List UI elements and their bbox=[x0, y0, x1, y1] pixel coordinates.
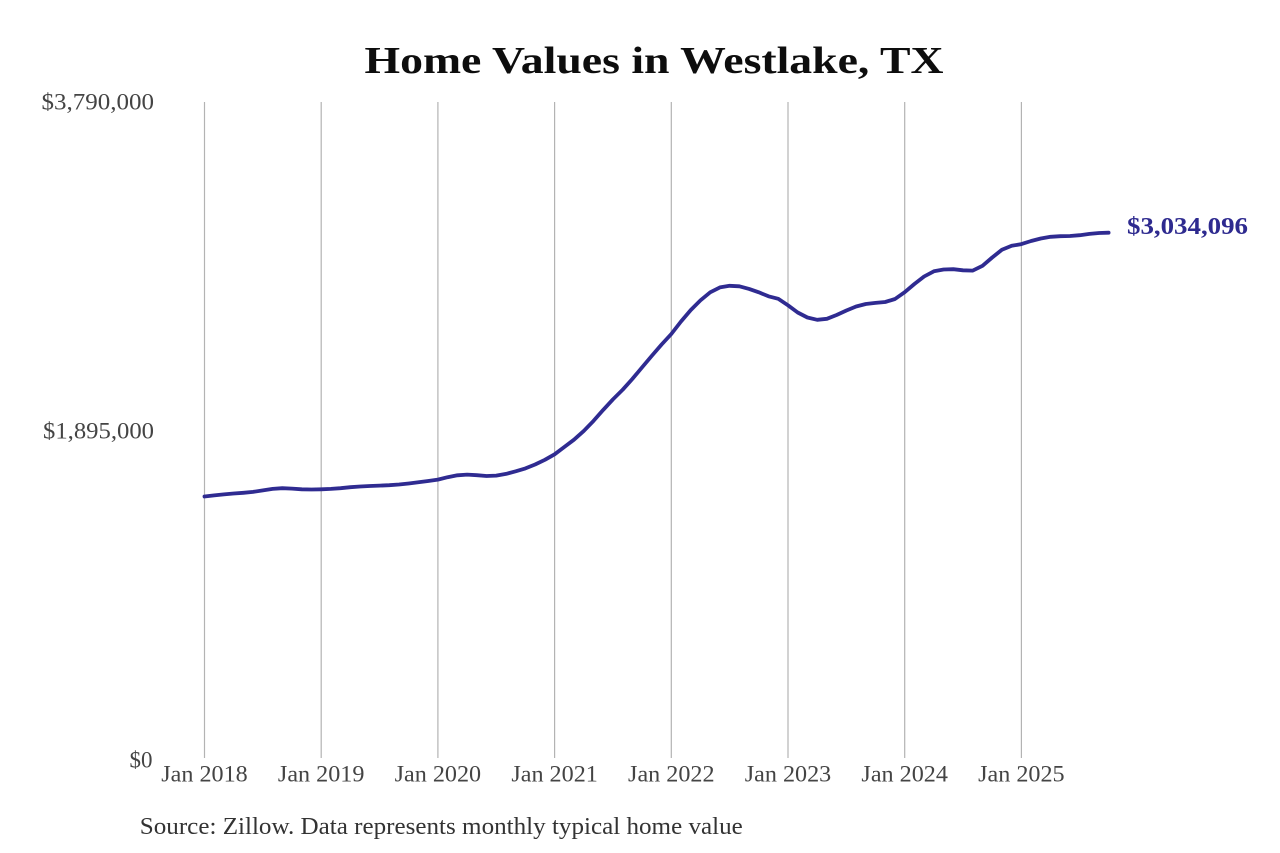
svg-text:Jan 2019: Jan 2019 bbox=[278, 761, 365, 786]
svg-text:Jan 2020: Jan 2020 bbox=[395, 761, 482, 786]
svg-text:$0: $0 bbox=[130, 747, 153, 772]
svg-text:Jan 2022: Jan 2022 bbox=[628, 761, 715, 786]
svg-text:Source: Zillow. Data represent: Source: Zillow. Data represents monthly … bbox=[140, 814, 743, 840]
svg-text:Jan 2024: Jan 2024 bbox=[861, 761, 948, 786]
svg-text:Jan 2023: Jan 2023 bbox=[745, 761, 832, 786]
svg-text:Home Values in Westlake, TX: Home Values in Westlake, TX bbox=[365, 40, 944, 82]
svg-text:$1,895,000: $1,895,000 bbox=[43, 419, 154, 444]
svg-text:$3,034,096: $3,034,096 bbox=[1127, 214, 1248, 240]
svg-text:Jan 2018: Jan 2018 bbox=[161, 761, 248, 786]
svg-text:Jan 2021: Jan 2021 bbox=[511, 761, 598, 786]
svg-text:Jan 2025: Jan 2025 bbox=[978, 761, 1065, 786]
svg-text:$3,790,000: $3,790,000 bbox=[42, 90, 155, 115]
